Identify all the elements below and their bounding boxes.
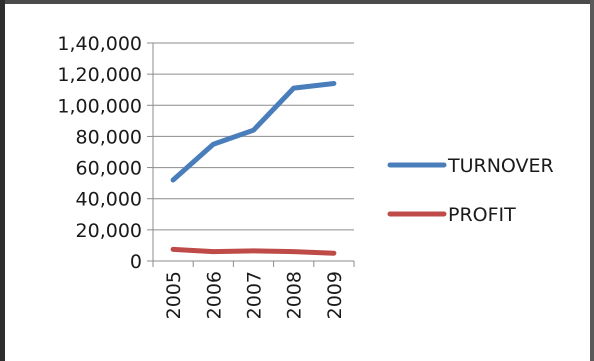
y-tick-label: 0 [130, 251, 142, 273]
y-tick-label: 1,00,000 [57, 95, 142, 117]
x-tick-label: 2006 [203, 271, 225, 319]
legend-label: TURNOVER [447, 155, 554, 177]
frame-border-right [590, 0, 594, 361]
frame-border-top [0, 0, 594, 4]
series-line-turnover [170, 80, 337, 183]
series-lines [170, 80, 337, 256]
frame-border-left [0, 0, 5, 361]
x-tick-label: 2007 [244, 271, 266, 319]
y-axis-ticks: 0 20,000 40,000 60,000 80,000 1,00,000 1,20,00… [57, 33, 153, 273]
legend-label: PROFIT [448, 204, 516, 226]
y-tick-label: 1,40,000 [57, 33, 142, 55]
x-tick-label: 2008 [284, 271, 306, 319]
axes [152, 43, 354, 262]
y-tick-label: 60,000 [76, 158, 142, 180]
y-tick-label: 1,20,000 [57, 64, 142, 86]
legend: TURNOVER PROFIT [387, 155, 554, 226]
y-tick-label: 80,000 [76, 126, 142, 148]
series-line-profit [170, 246, 337, 256]
x-axis-ticks: 2005 2006 2007 2008 2009 [152, 261, 355, 319]
gridlines [153, 42, 354, 231]
y-tick-label: 40,000 [76, 189, 142, 211]
y-tick-label: 20,000 [76, 220, 142, 242]
x-tick-label: 2005 [163, 271, 185, 319]
x-tick-label: 2009 [324, 271, 346, 319]
